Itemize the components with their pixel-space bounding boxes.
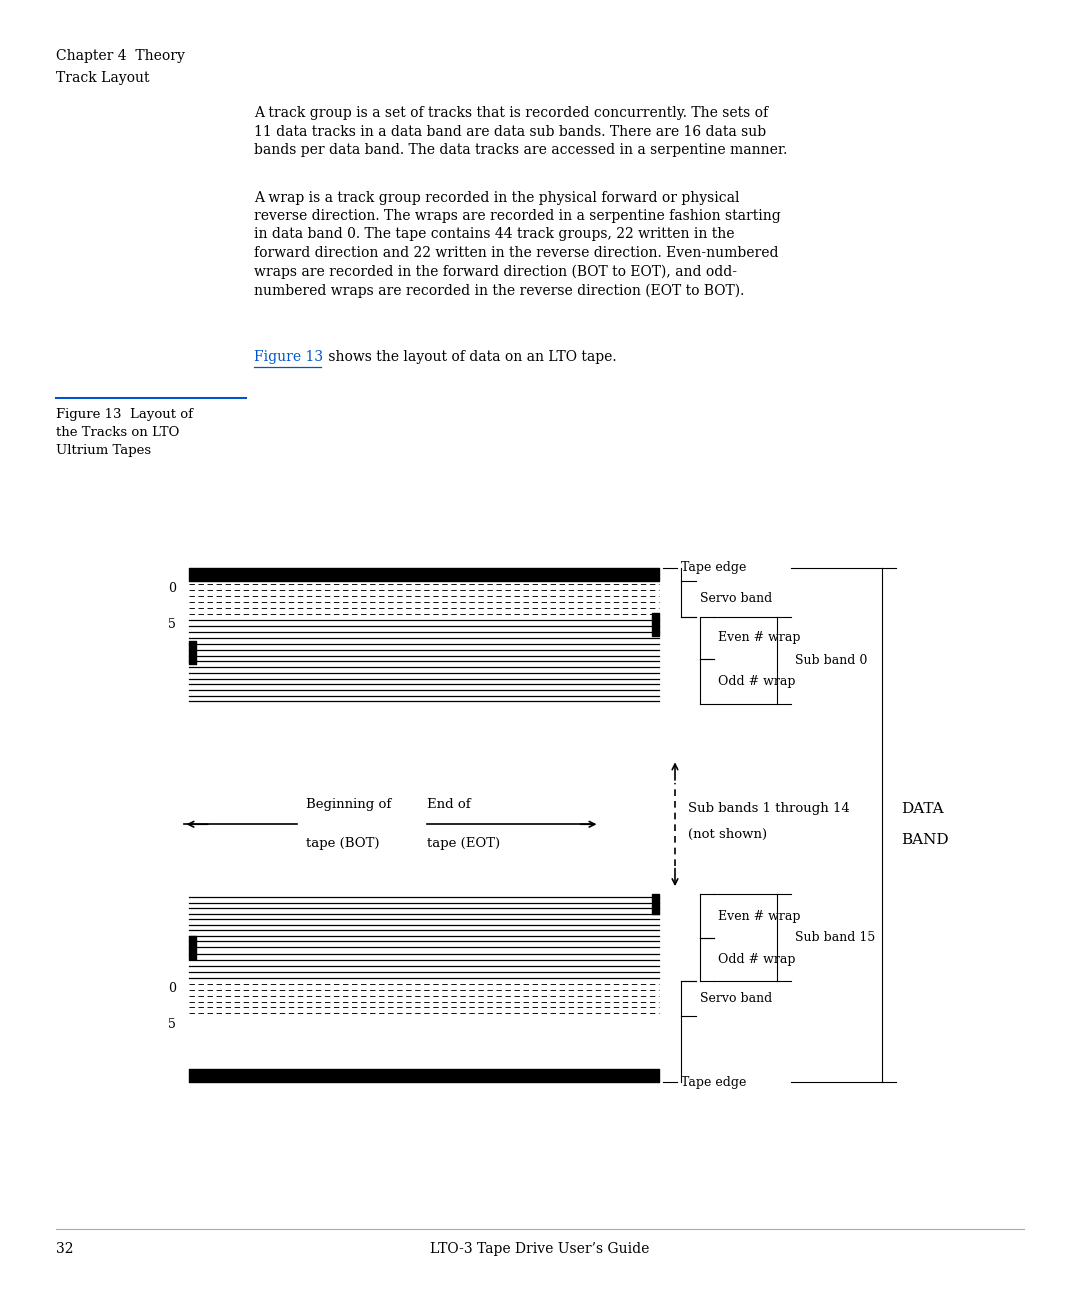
Text: DATA: DATA (901, 802, 943, 816)
Text: Servo band: Servo band (700, 991, 772, 1004)
Text: shows the layout of data on an LTO tape.: shows the layout of data on an LTO tape. (324, 350, 617, 364)
Text: Even # wrap: Even # wrap (718, 631, 800, 644)
Text: Tape edge: Tape edge (681, 1076, 747, 1089)
Text: Chapter 4  Theory: Chapter 4 Theory (56, 49, 185, 64)
Text: Tape edge: Tape edge (681, 561, 747, 574)
Text: 0: 0 (168, 982, 176, 995)
Text: 5: 5 (168, 618, 176, 631)
Text: 5: 5 (168, 1017, 176, 1030)
Text: Odd # wrap: Odd # wrap (718, 675, 796, 688)
Text: Figure 13: Figure 13 (254, 350, 323, 364)
Text: LTO-3 Tape Drive User’s Guide: LTO-3 Tape Drive User’s Guide (430, 1242, 650, 1256)
Text: Sub band 15: Sub band 15 (795, 931, 875, 943)
Text: End of: End of (427, 798, 470, 811)
Text: Even # wrap: Even # wrap (718, 910, 800, 923)
Text: BAND: BAND (901, 833, 948, 848)
Text: tape (EOT): tape (EOT) (427, 837, 500, 850)
Text: Beginning of: Beginning of (306, 798, 391, 811)
Text: Figure 13  Layout of
the Tracks on LTO
Ultrium Tapes: Figure 13 Layout of the Tracks on LTO Ul… (56, 408, 193, 457)
Text: A track group is a set of tracks that is recorded concurrently. The sets of
11 d: A track group is a set of tracks that is… (254, 106, 787, 157)
Text: Sub band 0: Sub band 0 (795, 654, 867, 667)
Text: A wrap is a track group recorded in the physical forward or physical
reverse dir: A wrap is a track group recorded in the … (254, 191, 781, 298)
Text: (not shown): (not shown) (688, 828, 767, 841)
Text: Track Layout: Track Layout (56, 71, 150, 86)
Text: 0: 0 (168, 582, 176, 595)
Text: Servo band: Servo band (700, 592, 772, 605)
Text: Sub bands 1 through 14: Sub bands 1 through 14 (688, 802, 850, 815)
Text: Odd # wrap: Odd # wrap (718, 953, 796, 966)
Text: 32: 32 (56, 1242, 73, 1256)
Text: tape (BOT): tape (BOT) (306, 837, 379, 850)
